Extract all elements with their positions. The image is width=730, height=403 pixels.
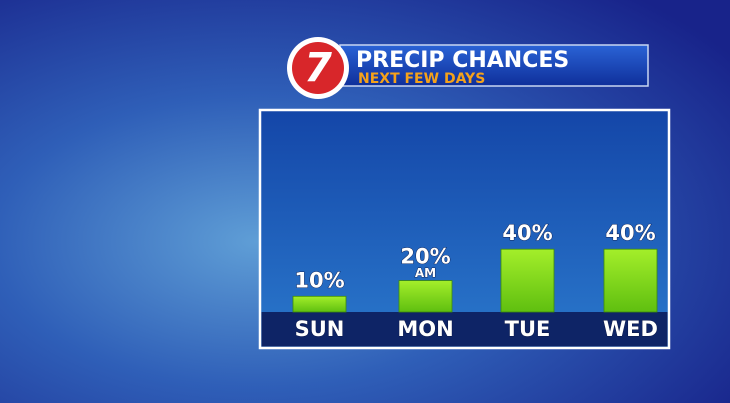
bar [500, 248, 555, 313]
logo-text: 7 [304, 45, 332, 91]
annotation: AM [415, 266, 436, 280]
value-label: 40% [502, 221, 552, 245]
header-bar [339, 44, 649, 87]
category-band [261, 312, 668, 347]
bar [292, 295, 347, 313]
value-label: 10% [294, 268, 344, 292]
value-label: 40% [605, 221, 655, 245]
bar [398, 280, 453, 313]
x-tick-label: TUE [505, 317, 551, 341]
x-tick-label: SUN [295, 317, 345, 341]
chart-title: PRECIP CHANCES [356, 48, 569, 73]
value-label: 20% [400, 245, 450, 269]
bar [603, 248, 658, 313]
chart-subtitle: NEXT FEW DAYS [358, 71, 485, 87]
x-tick-label: MON [397, 317, 453, 341]
logo-disc [292, 42, 344, 94]
x-tick-label: WED [603, 317, 658, 341]
